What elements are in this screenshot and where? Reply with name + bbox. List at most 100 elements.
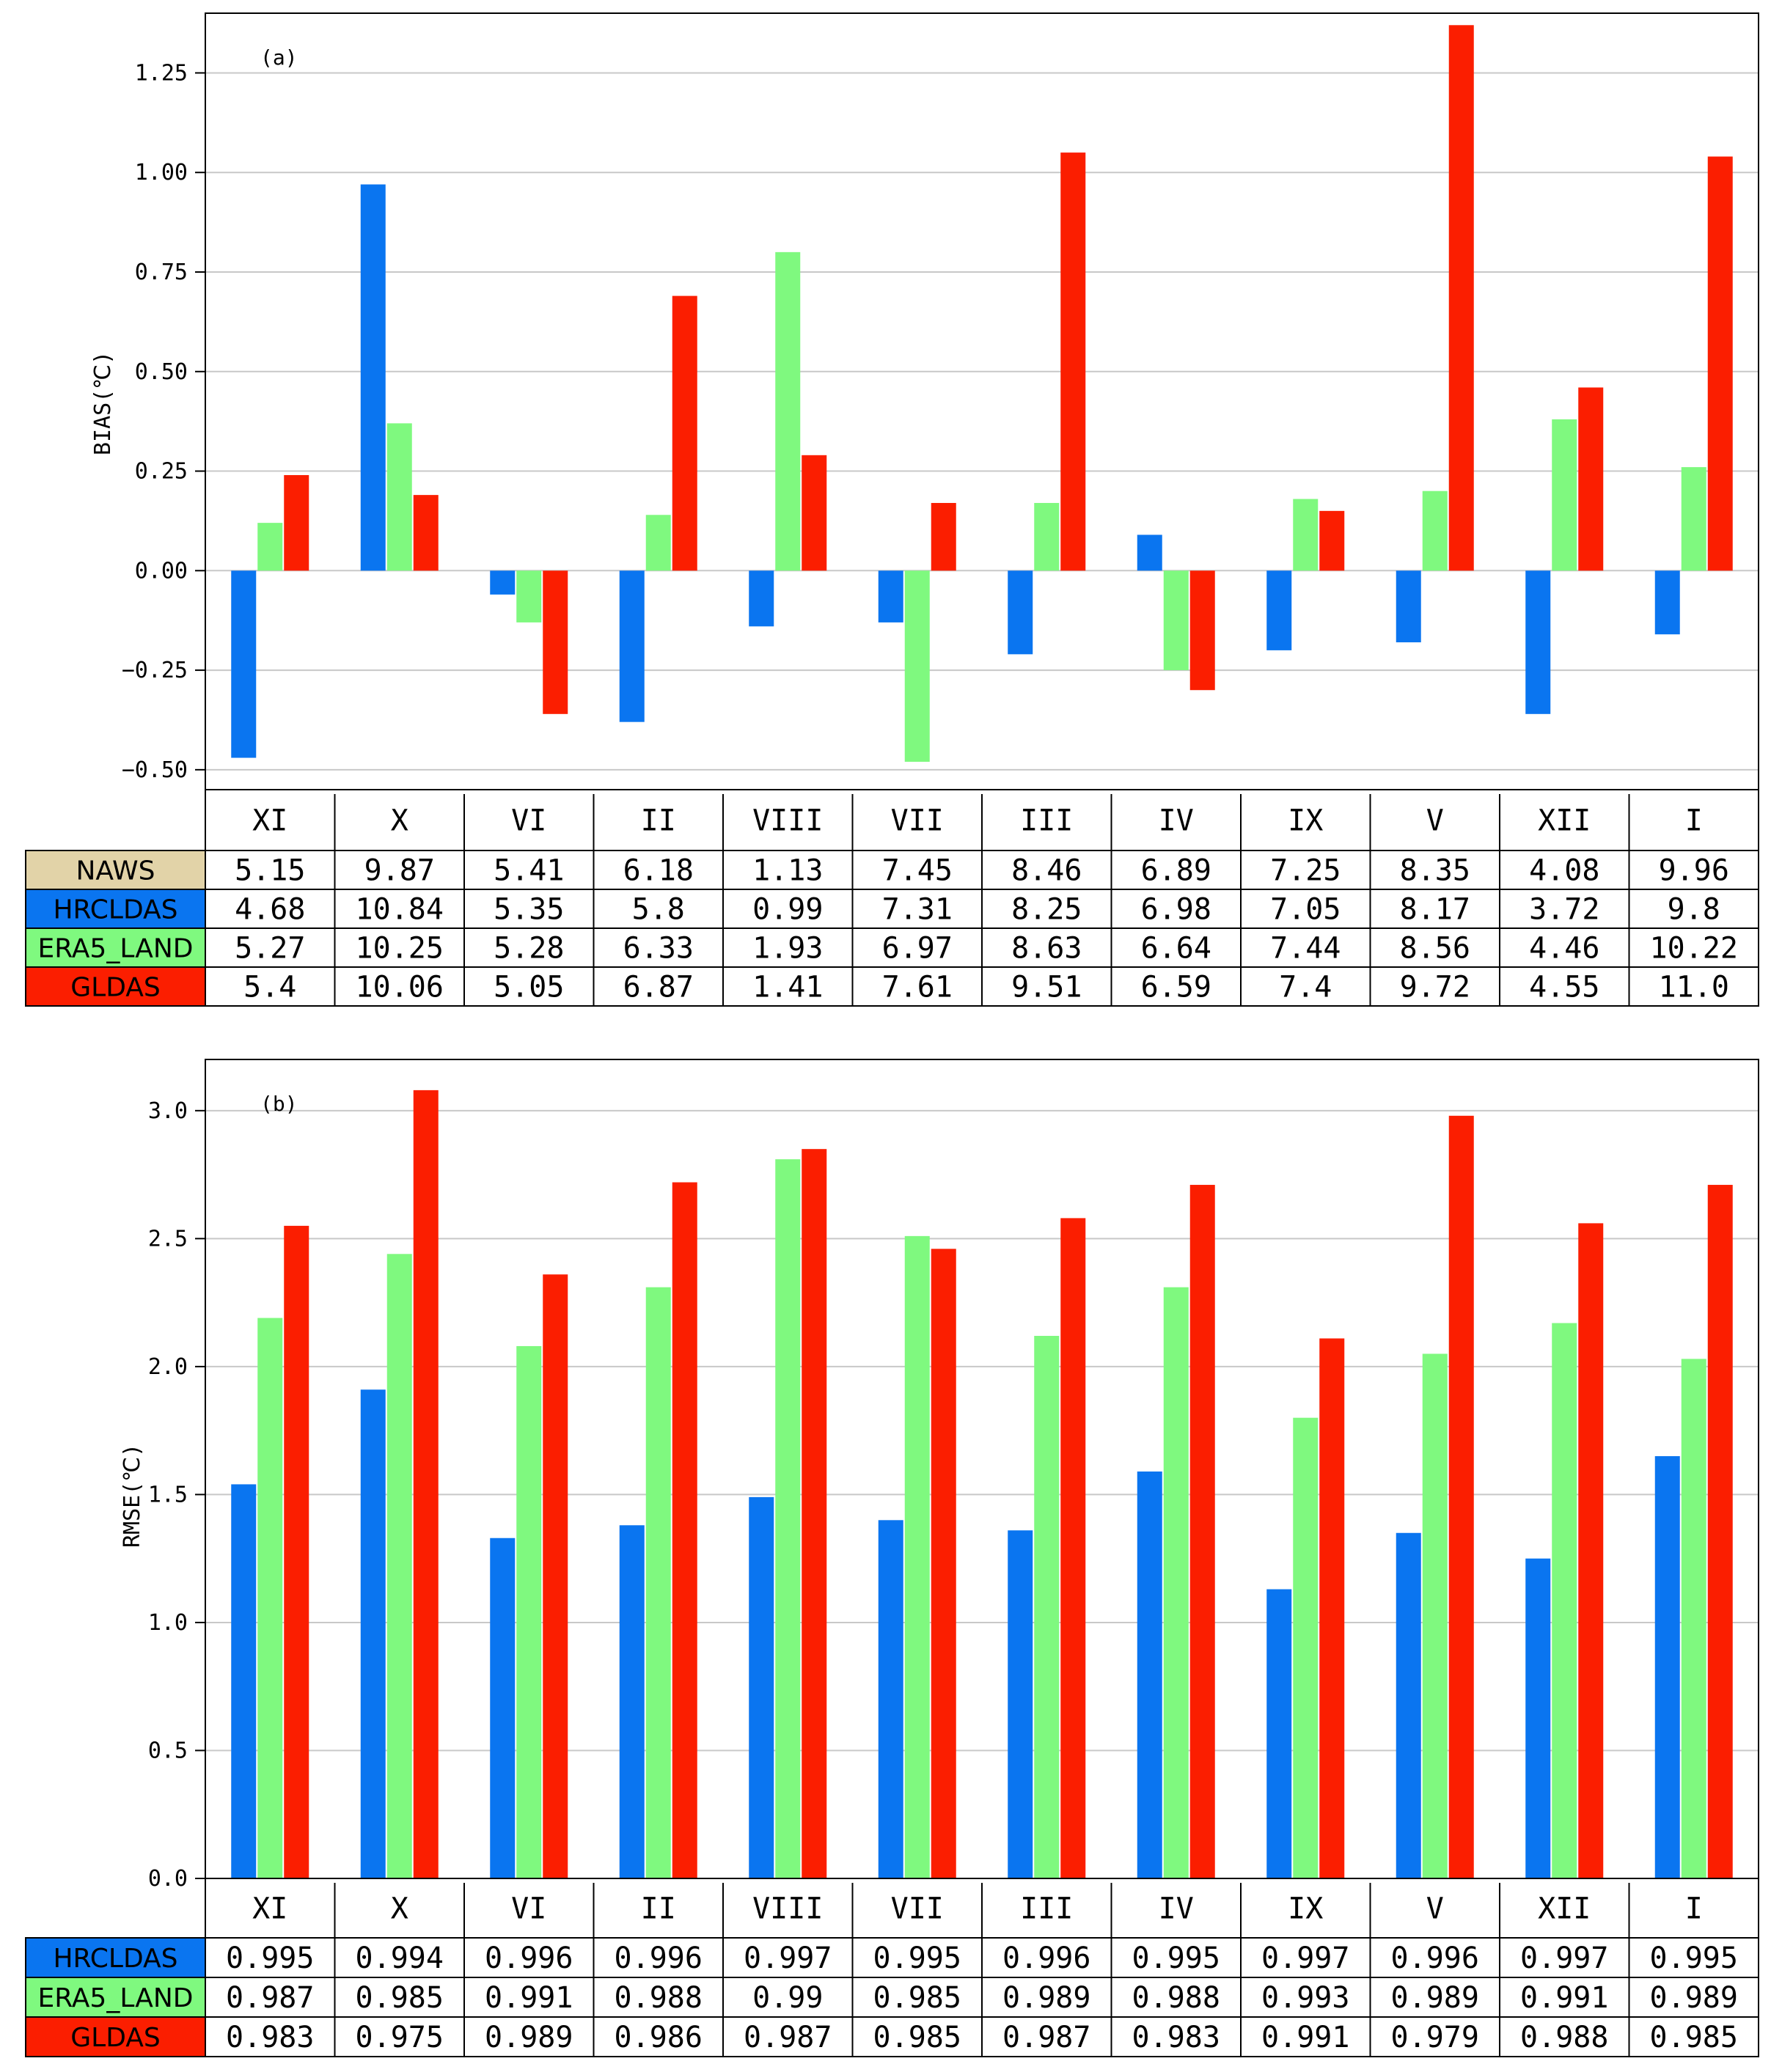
category-label: VI <box>511 1892 546 1926</box>
bar-gldas <box>284 1225 309 1878</box>
cell-value: 10.25 <box>356 932 444 966</box>
table-cell <box>1110 927 1242 968</box>
category-label: I <box>1685 804 1703 838</box>
cell-value: 9.8 <box>1668 893 1720 927</box>
bar-era5-land <box>386 1254 412 1878</box>
bar-era5-land <box>1422 491 1448 571</box>
bar-era5-land <box>257 1318 283 1878</box>
table-cell <box>1110 2016 1242 2057</box>
bar-hrcldas <box>1525 570 1551 714</box>
cell-value: 8.25 <box>1011 893 1082 927</box>
table-cell <box>1369 850 1500 890</box>
bar-era5-land <box>386 423 412 571</box>
table-cell <box>981 889 1112 929</box>
cell-value: 0.988 <box>1132 1981 1220 2015</box>
category-label: IX <box>1288 804 1323 838</box>
bar-hrcldas <box>749 570 774 627</box>
cell-value: 8.17 <box>1400 893 1470 927</box>
cell-value: 4.55 <box>1529 971 1599 1004</box>
table-cell <box>334 889 465 929</box>
table-cell <box>205 966 336 1007</box>
table-cell <box>593 966 724 1007</box>
category-label: XII <box>1538 1892 1591 1926</box>
bar-era5-land <box>1034 502 1060 571</box>
table-cell <box>981 1937 1112 1978</box>
cell-value: 7.61 <box>882 971 953 1004</box>
y-axis-label: RMSE(℃) <box>120 1444 145 1548</box>
bar-era5-land <box>1552 419 1577 571</box>
row-label: GLDAS <box>70 2023 161 2053</box>
category-label: VIII <box>752 804 823 838</box>
cell-value: 0.997 <box>1520 1941 1608 1975</box>
cell-value: 4.08 <box>1529 854 1599 888</box>
y-tick-label: 0.75 <box>135 260 188 285</box>
y-tick-label: −0.25 <box>122 658 188 683</box>
table-cell <box>851 966 983 1007</box>
bar-era5-land <box>1293 1417 1319 1878</box>
cell-value: 5.8 <box>632 893 685 927</box>
cell-value: 0.987 <box>744 2021 832 2054</box>
cell-value: 4.68 <box>235 893 305 927</box>
cell-value: 6.64 <box>1141 932 1211 966</box>
cell-value: 0.975 <box>356 2021 444 2054</box>
cell-value: 10.84 <box>356 893 444 927</box>
category-label: X <box>391 1892 408 1926</box>
cell-value: 5.35 <box>494 893 564 927</box>
bar-era5-land <box>1552 1323 1577 1878</box>
category-label: III <box>1020 1892 1073 1926</box>
bar-era5-land <box>1163 1287 1189 1878</box>
cell-value: 8.46 <box>1011 854 1082 888</box>
bar-era5-land <box>645 1287 671 1878</box>
cell-value: 6.18 <box>623 854 694 888</box>
category-label: VIII <box>752 1892 823 1926</box>
table-cell <box>463 966 595 1007</box>
table-cell <box>1499 1977 1630 2018</box>
bar-gldas <box>931 502 956 571</box>
row-label: GLDAS <box>70 973 161 1003</box>
bar-hrcldas <box>1137 534 1162 571</box>
table-cell <box>593 2016 724 2057</box>
cell-value: 7.05 <box>1270 893 1341 927</box>
bar-era5-land <box>645 515 671 571</box>
table-cell <box>1369 1937 1500 1978</box>
row-header-gldas <box>25 966 206 1007</box>
y-tick-label: 0.00 <box>135 558 188 584</box>
table-cell <box>205 889 336 929</box>
category-label: II <box>641 804 676 838</box>
cell-value: 0.995 <box>1650 1941 1738 1975</box>
bar-hrcldas <box>360 184 386 571</box>
row-label: ERA5_LAND <box>38 1983 194 2013</box>
cell-value: 6.97 <box>882 932 953 966</box>
bar-hrcldas <box>1008 570 1033 655</box>
cell-value: 0.987 <box>226 1981 314 2015</box>
cell-value: 0.997 <box>744 1941 832 1975</box>
cell-value: 0.989 <box>1002 1981 1090 2015</box>
cell-value: 0.988 <box>615 1981 703 2015</box>
cell-value: 0.985 <box>1650 2021 1738 2054</box>
category-label: II <box>641 1892 676 1926</box>
table-cell <box>1628 927 1759 968</box>
row-header-era5-land <box>25 1977 206 2018</box>
bar-hrcldas <box>1137 1471 1162 1878</box>
bar-gldas <box>1707 1185 1733 1878</box>
bar-era5-land <box>516 570 542 622</box>
cell-value: 10.22 <box>1650 932 1738 966</box>
cell-value: 8.56 <box>1400 932 1470 966</box>
bar-hrcldas <box>619 570 645 722</box>
bar-gldas <box>802 1149 827 1878</box>
table-cell <box>1628 966 1759 1007</box>
cell-value: 0.995 <box>1132 1941 1220 1975</box>
cell-value: 7.45 <box>882 854 953 888</box>
table-cell <box>334 2016 465 2057</box>
bar-era5-land <box>1163 570 1189 671</box>
cell-value: 8.35 <box>1400 854 1470 888</box>
cell-value: 0.996 <box>615 1941 703 1975</box>
table-cell <box>1499 1937 1630 1978</box>
panel-label: (b) <box>260 1092 298 1116</box>
bar-gldas <box>672 1182 697 1878</box>
table-cell <box>1628 2016 1759 2057</box>
table-cell <box>1110 889 1242 929</box>
row-label: ERA5_LAND <box>38 934 194 964</box>
table-cell <box>1628 1937 1759 1978</box>
cell-value: 0.993 <box>1261 1981 1349 2015</box>
